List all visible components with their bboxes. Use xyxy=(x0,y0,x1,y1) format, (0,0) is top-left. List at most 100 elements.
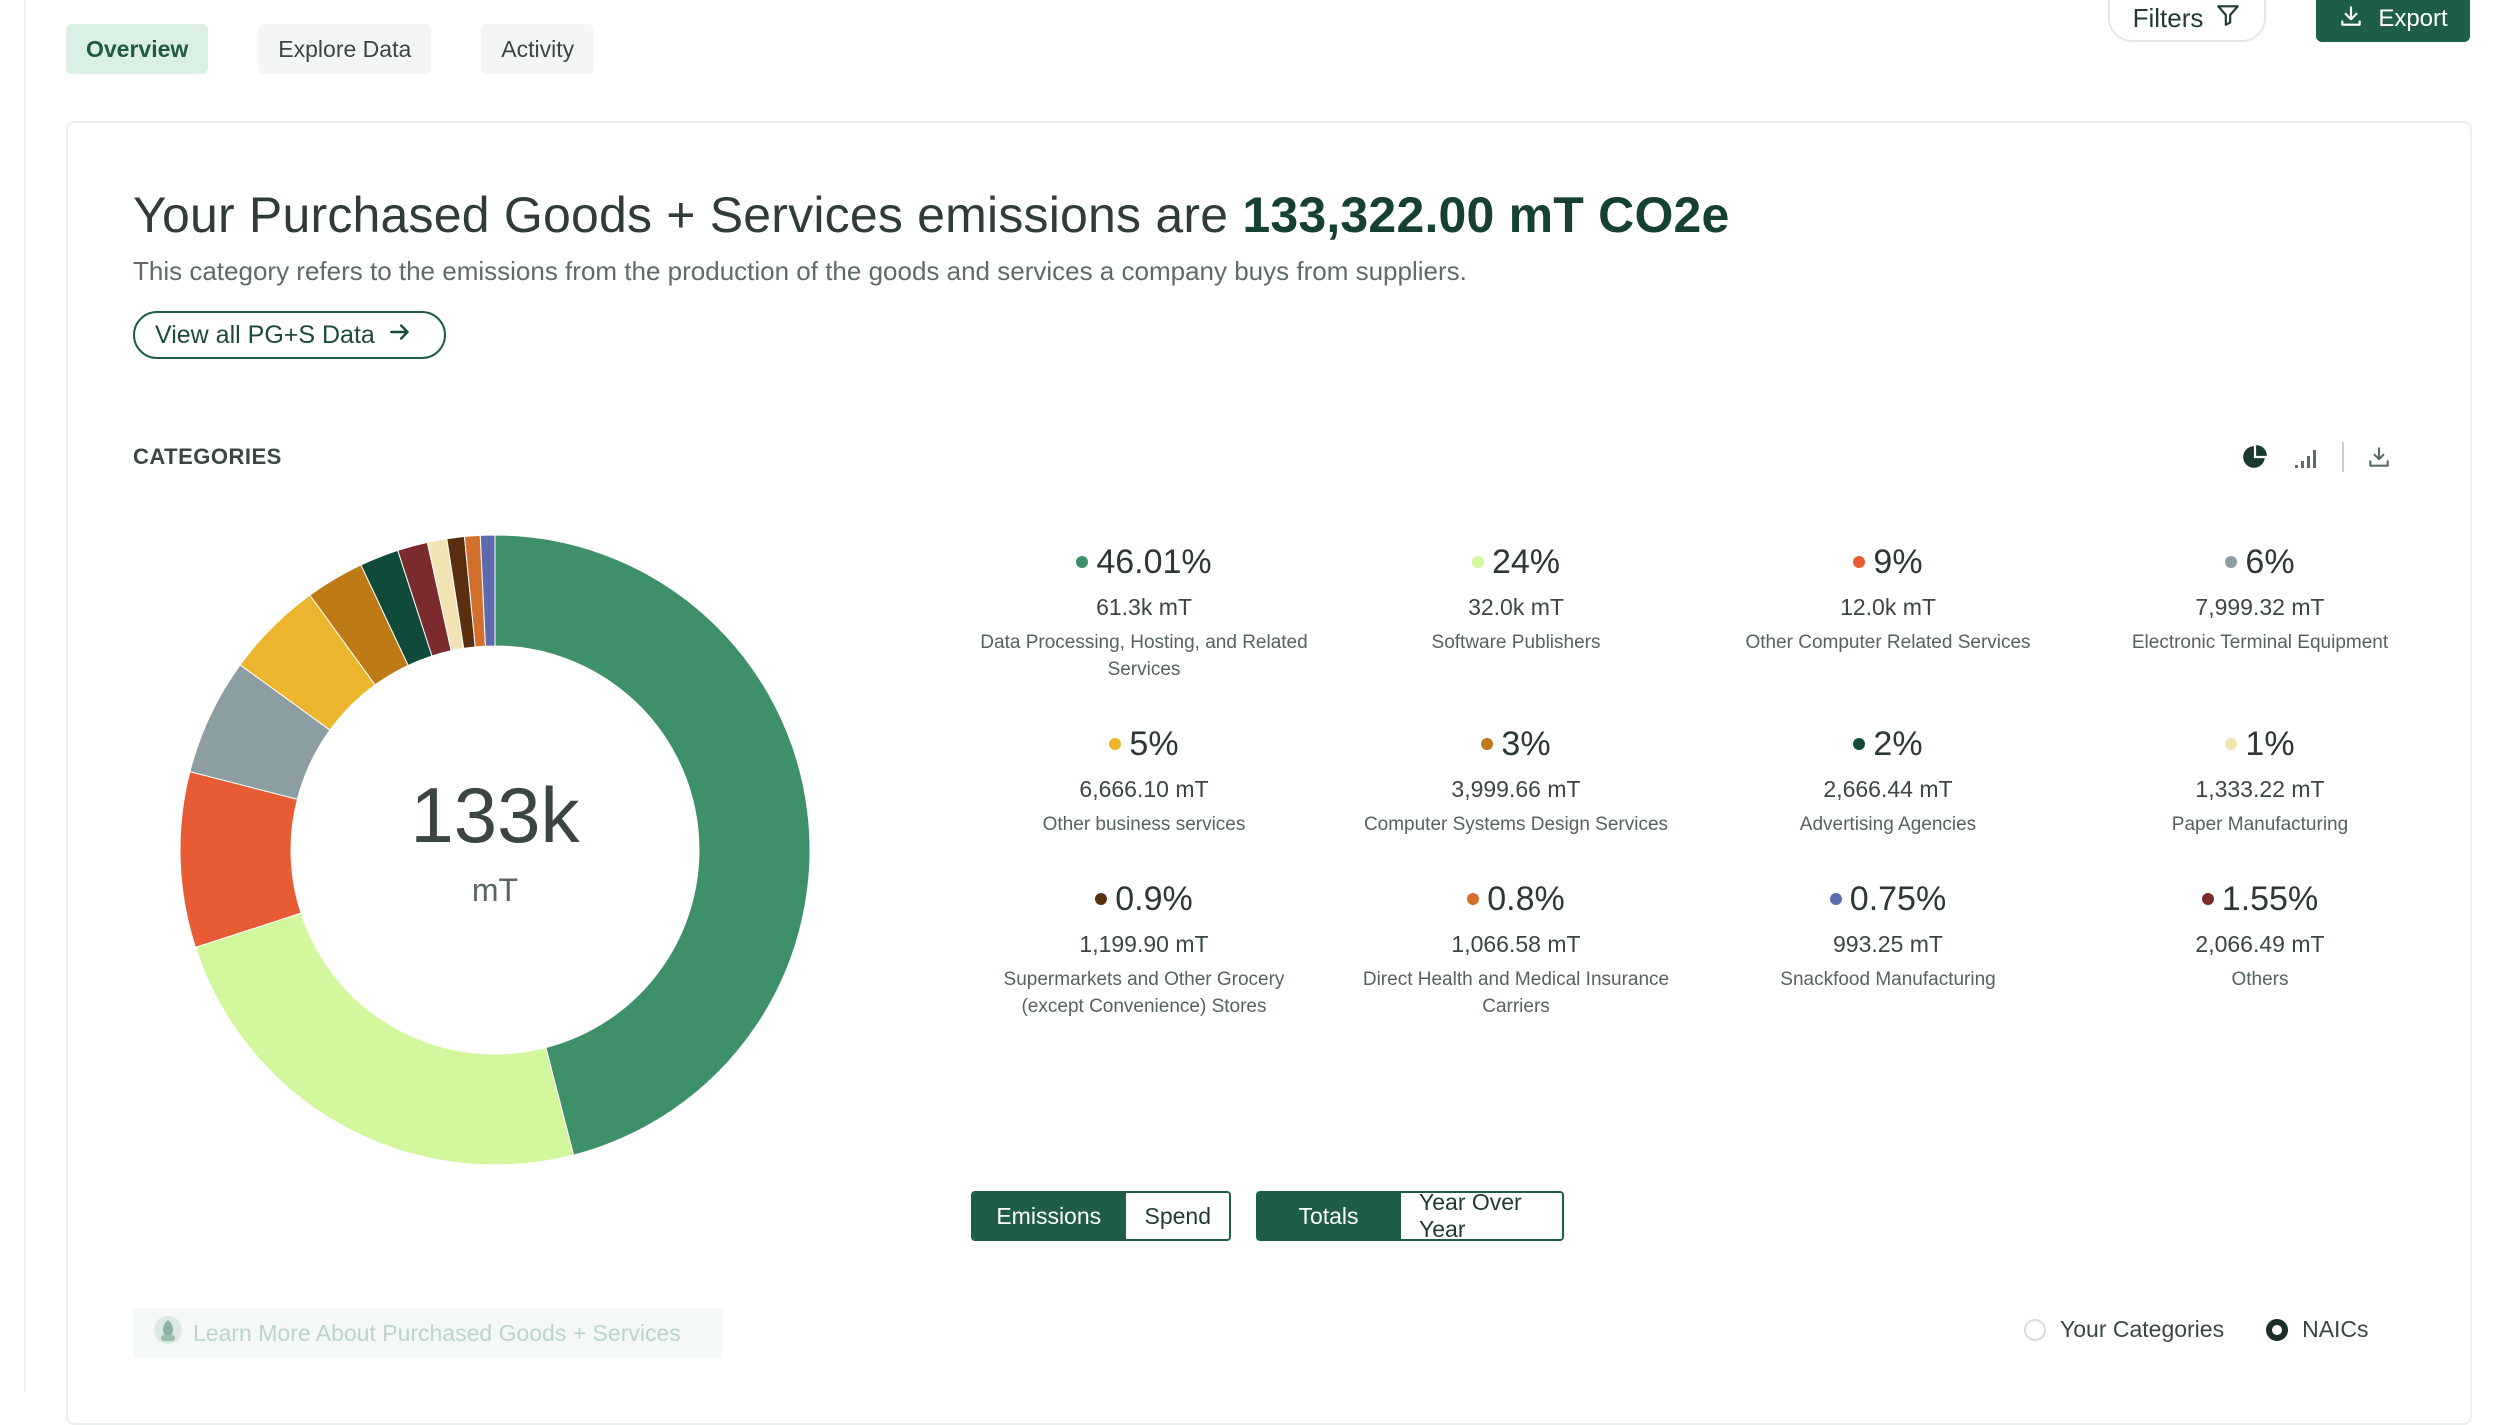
download-chart-icon[interactable] xyxy=(2362,440,2396,474)
legend-category-label: Software Publishers xyxy=(1431,632,1601,653)
view-all-label: View all PG+S Data xyxy=(155,320,375,349)
legend-category-label: Paper Manufacturing xyxy=(2171,814,2349,835)
pie-chart-icon[interactable] xyxy=(2238,440,2272,474)
radio-circle-naics xyxy=(2266,1318,2289,1341)
legend-item[interactable]: 9% 12.0k mT Other Computer Related Service… xyxy=(1702,538,2074,720)
category-source-radios: Your Categories NAICs xyxy=(2024,1316,2369,1343)
legend-item[interactable]: 0.8% 1,066.58 mT Direct Health and Medical… xyxy=(1330,875,1702,1035)
bar-chart-icon[interactable] xyxy=(2290,440,2324,474)
learn-more-label: Learn More About Purchased Goods + Servi… xyxy=(193,1319,681,1346)
category-legend: 46.01% 61.3k mT Data Processing, Hosting, … xyxy=(958,538,2458,1035)
tab-activity[interactable]: Activity xyxy=(481,24,595,74)
legend-category-label: Snackfood Manufacturing xyxy=(1780,969,1996,990)
legend-color-dot xyxy=(1471,556,1484,568)
legend-category-label: Advertising Agencies xyxy=(1799,814,1977,835)
legend-percent-row: 24% xyxy=(1471,538,1561,586)
radio-naics[interactable]: NAICs xyxy=(2266,1316,2369,1343)
filters-label: Filters xyxy=(2132,2,2204,33)
legend-category-label: Others xyxy=(2231,969,2289,990)
toggle-year-over-year[interactable]: Year Over Year xyxy=(1401,1193,1562,1239)
legend-item[interactable]: 6% 7,999.32 mT Electronic Terminal Equipme… xyxy=(2074,538,2446,720)
toolbar-divider xyxy=(2342,442,2344,472)
legend-item[interactable]: 0.75% 993.25 mT Snackfood Manufacturing xyxy=(1702,875,2074,1035)
legend-category-label: Computer Systems Design Services xyxy=(1363,814,1669,835)
legend-category-label: Other business services xyxy=(1042,814,1246,835)
tab-explore-data[interactable]: Explore Data xyxy=(258,24,432,74)
radio-label-your-categories: Your Categories xyxy=(2060,1316,2225,1342)
legend-percent: 5% xyxy=(1129,724,1179,763)
legend-percent: 24% xyxy=(1491,542,1561,581)
toggle-totals[interactable]: Totals xyxy=(1258,1193,1401,1239)
toggle-emissions[interactable]: Emissions xyxy=(973,1193,1127,1239)
legend-percent-row: 6% xyxy=(2225,538,2295,586)
arrow-right-icon xyxy=(387,319,413,352)
toggle-spend[interactable]: Spend xyxy=(1126,1193,1229,1239)
legend-category-label: Electronic Terminal Equipment xyxy=(2131,632,2389,653)
tab-overview[interactable]: Overview xyxy=(66,24,209,74)
legend-item[interactable]: 24% 32.0k mT Software Publishers xyxy=(1330,538,1702,720)
legend-color-dot xyxy=(1467,893,1480,905)
legend-amount: 3,999.66 mT xyxy=(1451,776,1581,802)
legend-category-label: Direct Health and Medical Insurance Carr… xyxy=(1362,969,1670,1017)
legend-item[interactable]: 1% 1,333.22 mT Paper Manufacturing xyxy=(2074,720,2446,875)
legend-amount: 993.25 mT xyxy=(1833,931,1943,957)
legend-percent: 6% xyxy=(2245,542,2295,581)
legend-percent: 2% xyxy=(1873,724,1923,763)
legend-percent: 9% xyxy=(1873,542,1923,581)
legend-percent: 0.9% xyxy=(1115,879,1193,918)
legend-category-label: Supermarkets and Other Grocery (except C… xyxy=(1003,969,1285,1017)
legend-percent-row: 0.75% xyxy=(1829,875,1947,923)
legend-item[interactable]: 2% 2,666.44 mT Advertising Agencies xyxy=(1702,720,2074,875)
categories-heading: CATEGORIES xyxy=(133,444,282,469)
legend-color-dot xyxy=(1095,893,1108,905)
download-icon xyxy=(2338,3,2364,36)
category-description: This category refers to the emissions fr… xyxy=(133,256,1467,286)
radio-circle-your-categories xyxy=(2024,1318,2046,1341)
legend-amount: 61.3k mT xyxy=(1096,594,1192,620)
donut-slice[interactable] xyxy=(194,912,575,1165)
legend-percent-row: 2% xyxy=(1853,720,1923,768)
legend-color-dot xyxy=(2225,556,2238,568)
legend-amount: 1,333.22 mT xyxy=(2195,776,2325,802)
legend-percent: 46.01% xyxy=(1096,542,1212,581)
chart-toolbar xyxy=(2238,440,2396,474)
legend-color-dot xyxy=(2225,738,2238,750)
legend-percent-row: 5% xyxy=(1109,720,1179,768)
legend-percent-row: 1.55% xyxy=(2201,875,2319,923)
legend-amount: 6,666.10 mT xyxy=(1079,776,1209,802)
legend-item[interactable]: 5% 6,666.10 mT Other business services xyxy=(958,720,1330,875)
headline-prefix: Your Purchased Goods + Services emission… xyxy=(133,187,1229,243)
radio-label-naics: NAICs xyxy=(2302,1316,2369,1342)
filter-icon xyxy=(2215,2,2241,35)
leaf-avatar-icon xyxy=(153,1315,183,1351)
page-title: Your Purchased Goods + Services emission… xyxy=(133,186,1730,244)
legend-category-label: Data Processing, Hosting, and Related Se… xyxy=(980,632,1308,680)
legend-percent: 1.55% xyxy=(2221,879,2319,918)
legend-color-dot xyxy=(1076,556,1089,568)
legend-color-dot xyxy=(1481,738,1494,750)
legend-percent-row: 9% xyxy=(1853,538,1923,586)
learn-more-link[interactable]: Learn More About Purchased Goods + Servi… xyxy=(133,1308,723,1358)
emissions-donut-chart xyxy=(180,535,810,1165)
left-rail xyxy=(0,0,26,1392)
export-button[interactable]: Export xyxy=(2316,0,2470,42)
legend-percent: 0.75% xyxy=(1849,879,1947,918)
view-toggle: Totals Year Over Year xyxy=(1256,1191,1564,1241)
filters-button[interactable]: Filters xyxy=(2108,0,2266,42)
donut-slice[interactable] xyxy=(494,535,810,1156)
legend-item[interactable]: 0.9% 1,199.90 mT Supermarkets and Other Gr… xyxy=(958,875,1330,1035)
export-label: Export xyxy=(2378,5,2448,32)
legend-percent-row: 3% xyxy=(1481,720,1551,768)
legend-item[interactable]: 46.01% 61.3k mT Data Processing, Hosting, … xyxy=(958,538,1330,720)
legend-item[interactable]: 1.55% 2,066.49 mT Others xyxy=(2074,875,2446,1035)
legend-amount: 32.0k mT xyxy=(1468,594,1564,620)
legend-amount: 7,999.32 mT xyxy=(2195,594,2325,620)
legend-color-dot xyxy=(1853,738,1866,750)
radio-your-categories[interactable]: Your Categories xyxy=(2024,1316,2224,1343)
legend-percent: 1% xyxy=(2245,724,2295,763)
legend-color-dot xyxy=(2201,893,2214,905)
donut-slice[interactable] xyxy=(479,535,496,647)
legend-item[interactable]: 3% 3,999.66 mT Computer Systems Design Ser… xyxy=(1330,720,1702,875)
view-all-data-button[interactable]: View all PG+S Data xyxy=(133,311,446,359)
legend-percent: 3% xyxy=(1501,724,1551,763)
